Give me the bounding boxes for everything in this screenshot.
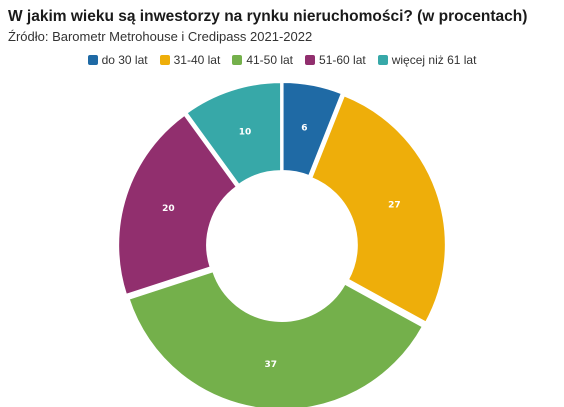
slice-value-label-41-50: 37 [264,360,277,370]
legend-swatch [305,55,316,65]
chart-source: Źródło: Barometr Metrohouse i Credipass … [8,29,313,44]
legend-item-41-50[interactable]: 41-50 lat [232,53,293,67]
legend-item-31-40[interactable]: 31-40 lat [159,53,221,67]
legend-swatch [377,55,388,65]
legend-label: 41-50 lat [246,53,294,67]
donut-slice-41-50[interactable] [127,270,424,407]
legend-item-51-60[interactable]: 51-60 lat [305,53,366,67]
legend-swatch [232,55,243,65]
slice-value-label-61-plus: 10 [239,127,252,137]
slice-value-label-do-30: 6 [301,124,307,134]
donut-slice-31-40[interactable] [310,94,447,324]
slice-value-label-51-60: 20 [162,204,175,214]
legend-label: do 30 lat [101,53,148,67]
donut-slice-61-plus[interactable] [185,81,283,186]
legend-label: 51-60 lat [319,53,366,67]
legend-swatch [87,55,98,65]
legend-item-61-plus[interactable]: więcej niż 61 lat [377,53,477,67]
legend-item-do-30[interactable]: do 30 lat [87,53,148,67]
donut-slice-do-30[interactable] [281,81,343,178]
legend-label: więcej niż 61 lat [391,53,477,67]
legend-label: 31-40 lat [173,53,221,67]
legend-swatch [159,55,170,65]
donut-slice-51-60[interactable] [117,113,238,296]
slice-value-label-31-40: 27 [388,201,401,211]
chart-title: W jakim wieku są inwestorzy na rynku nie… [8,8,528,25]
chart-legend: do 30 lat 31-40 lat 41-50 lat 51-60 lat … [0,53,564,67]
